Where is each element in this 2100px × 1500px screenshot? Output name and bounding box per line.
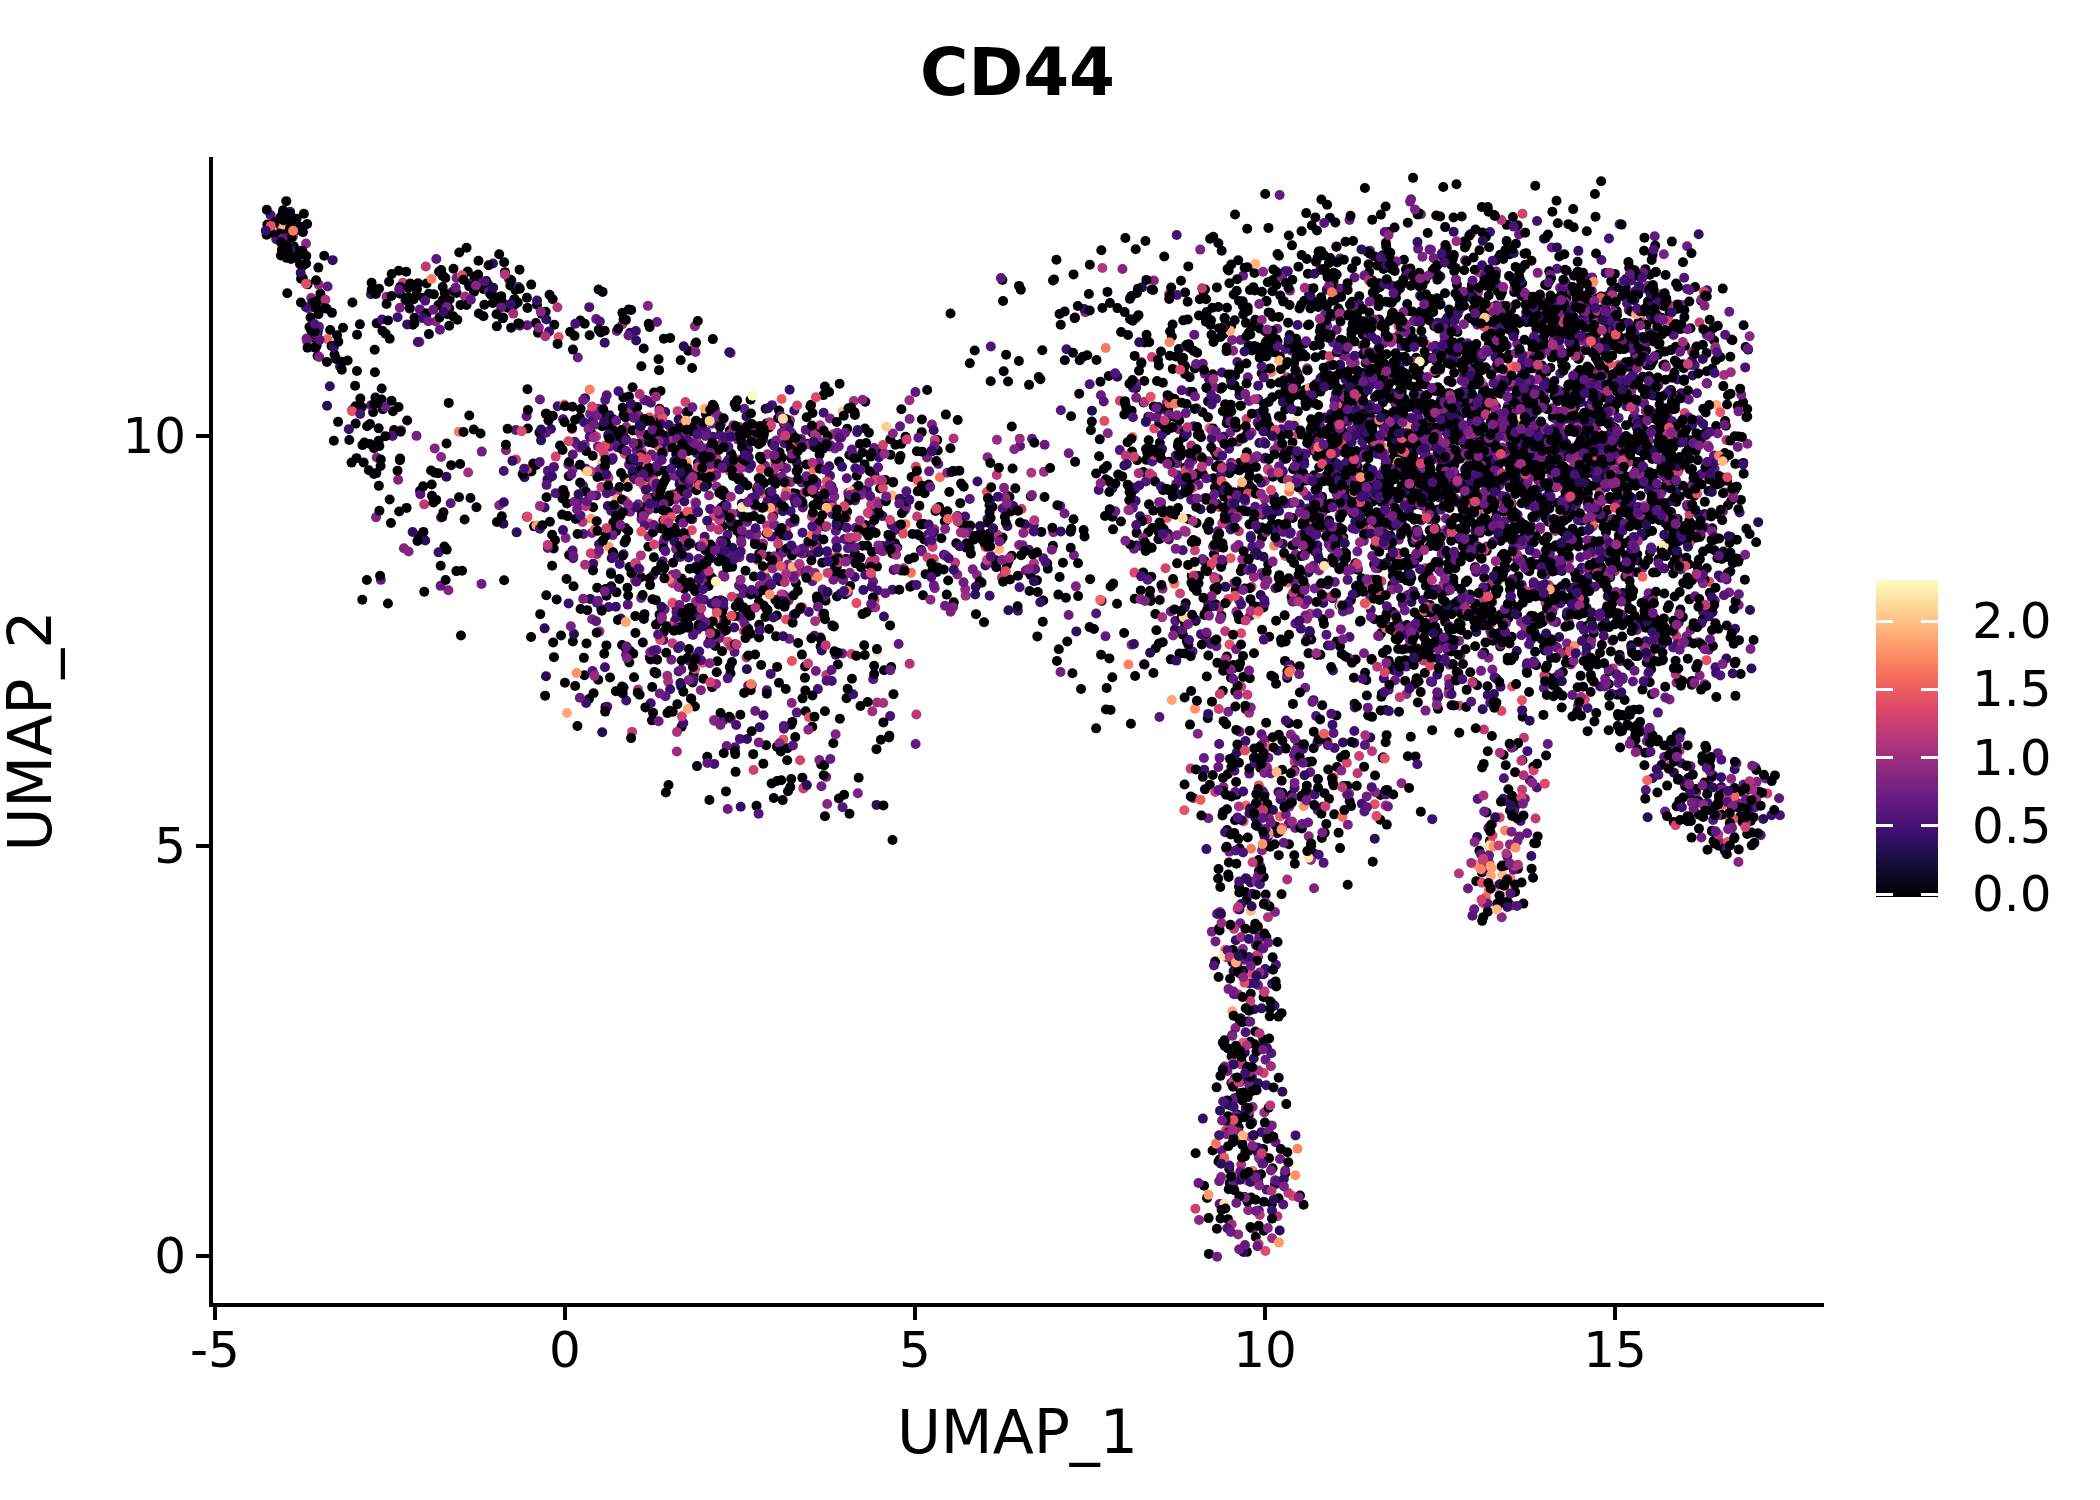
colorbar-tick-label: 1.0 [1972,733,2052,783]
x-tick-mark [1613,1307,1617,1320]
y-tick-label: 10 [56,411,186,461]
x-axis-title: UMAP_1 [211,1402,1824,1462]
x-tick-label: -5 [155,1325,275,1375]
x-tick-mark [213,1307,217,1320]
colorbar-tick-mark [1876,688,1893,691]
colorbar-tick-mark [1921,688,1938,691]
y-tick-label: 5 [56,821,186,871]
x-tick-label: 10 [1205,1325,1325,1375]
x-tick-label: 5 [855,1325,975,1375]
plot-title: CD44 [211,40,1824,106]
colorbar-tick-mark [1876,756,1893,759]
colorbar-tick-label: 0.5 [1972,801,2052,851]
colorbar-tick-label: 2.0 [1972,596,2052,646]
colorbar-tick-label: 0.0 [1972,869,2052,919]
colorbar-tick-label: 1.5 [1972,664,2052,714]
x-tick-mark [1263,1307,1267,1320]
colorbar-tick-mark [1921,756,1938,759]
colorbar-tick-mark [1921,824,1938,827]
colorbar-tick-mark [1921,620,1938,623]
colorbar-tick-mark [1921,893,1938,896]
y-tick-mark [196,1254,209,1258]
colorbar-gradient [1876,580,1938,897]
umap-feature-plot: CD44 -5 0 5 10 15 0 5 10 UMAP_1 UMAP_2 2.0 1.5 1.… [0,0,2100,1500]
colorbar-tick-mark [1876,620,1893,623]
y-tick-mark [196,844,209,848]
x-tick-label: 15 [1555,1325,1675,1375]
colorbar-tick-mark [1876,893,1893,896]
y-tick-label: 0 [56,1231,186,1281]
y-tick-mark [196,434,209,438]
x-tick-mark [563,1307,567,1320]
x-axis-line [209,1303,1824,1307]
x-tick-mark [913,1307,917,1320]
y-axis-title: UMAP_2 [0,431,60,1031]
scatter-points-canvas [0,0,2100,1500]
y-axis-line [209,157,213,1307]
x-tick-label: 0 [505,1325,625,1375]
colorbar-tick-mark [1876,824,1893,827]
